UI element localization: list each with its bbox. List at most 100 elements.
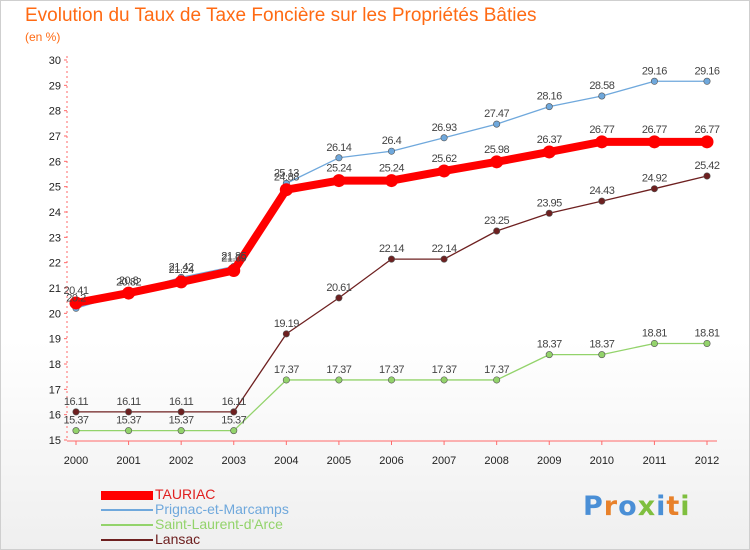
- legend-swatch: [101, 490, 153, 500]
- y-tick-label: 20: [49, 308, 61, 320]
- data-label-tauriac: 25.62: [432, 153, 457, 165]
- data-label-prignac-et-marcamps: 21.85: [221, 250, 246, 262]
- data-label-lansac: 25.42: [694, 160, 719, 172]
- x-tick-label: 2010: [590, 455, 614, 467]
- legend-swatch: [101, 509, 153, 512]
- data-point-lansac: [125, 408, 133, 416]
- data-point-tauriac: [542, 145, 556, 159]
- data-label-lansac: 22.14: [379, 243, 404, 255]
- y-tick-label: 23: [49, 232, 61, 244]
- data-label-saint-laurent-d-arce: 18.81: [694, 327, 719, 339]
- x-tick-label: 2001: [116, 455, 140, 467]
- unit-label: (en %): [25, 30, 61, 44]
- x-tick-label: 2008: [484, 455, 508, 467]
- data-label-saint-laurent-d-arce: 18.37: [589, 339, 614, 351]
- y-tick-label: 22: [49, 258, 61, 270]
- data-point-saint-laurent-d-arce: [125, 427, 133, 435]
- data-label-tauriac: 20.41: [63, 285, 88, 297]
- data-label-saint-laurent-d-arce: 17.37: [484, 364, 509, 376]
- data-label-lansac: 23.25: [484, 215, 509, 227]
- data-point-lansac: [230, 408, 238, 416]
- logo-letter: i: [680, 491, 691, 522]
- data-label-saint-laurent-d-arce: 15.37: [116, 415, 141, 427]
- data-label-prignac-et-marcamps: 27.47: [484, 108, 509, 120]
- data-point-saint-laurent-d-arce: [282, 376, 290, 384]
- data-point-lansac: [177, 408, 185, 416]
- data-point-prignac-et-marcamps: [493, 120, 501, 128]
- x-tick-label: 2004: [274, 455, 298, 467]
- data-label-lansac: 16.11: [64, 396, 89, 408]
- data-point-tauriac: [69, 296, 83, 310]
- y-tick-label: 17: [49, 384, 61, 396]
- data-label-saint-laurent-d-arce: 17.37: [432, 364, 457, 376]
- legend-item-tauriac: TAURIAC: [101, 487, 289, 502]
- data-label-tauriac: 26.77: [589, 124, 614, 136]
- data-label-lansac: 16.11: [116, 396, 141, 408]
- data-label-tauriac: 26.37: [537, 134, 562, 146]
- data-point-tauriac: [437, 164, 451, 178]
- y-tick-label: 27: [49, 131, 61, 143]
- data-label-tauriac: 26.77: [642, 124, 667, 136]
- data-point-tauriac: [227, 264, 241, 278]
- data-label-saint-laurent-d-arce: 18.37: [537, 339, 562, 351]
- x-tick-label: 2003: [222, 455, 246, 467]
- data-label-tauriac: 25.24: [326, 163, 351, 175]
- data-point-lansac: [703, 172, 711, 180]
- data-point-prignac-et-marcamps: [650, 77, 658, 85]
- data-label-lansac: 19.19: [274, 318, 299, 330]
- data-label-lansac: 20.61: [326, 282, 351, 294]
- logo-letter: r: [603, 491, 619, 522]
- data-label-tauriac: 25.98: [484, 144, 509, 156]
- legend-label: Lansac: [155, 531, 201, 547]
- data-label-prignac-et-marcamps: 20.2: [66, 292, 86, 304]
- data-point-tauriac: [279, 183, 293, 197]
- data-label-prignac-et-marcamps: 28.58: [589, 80, 614, 92]
- data-point-saint-laurent-d-arce: [72, 427, 80, 435]
- data-label-prignac-et-marcamps: 29.16: [642, 65, 667, 77]
- data-label-saint-laurent-d-arce: 15.37: [63, 415, 88, 427]
- data-point-saint-laurent-d-arce: [440, 376, 448, 384]
- data-label-saint-laurent-d-arce: 17.37: [274, 364, 299, 376]
- data-label-lansac: 16.11: [222, 396, 247, 408]
- data-label-tauriac: 24.88: [274, 172, 299, 184]
- data-point-tauriac: [647, 135, 661, 149]
- legend-item-lansac: Lansac: [101, 532, 289, 547]
- data-point-lansac: [493, 227, 501, 235]
- logo-letter: t: [666, 491, 681, 522]
- legend-label: Prignac-et-Marcamps: [155, 501, 289, 517]
- x-tick-label: 2009: [537, 455, 561, 467]
- data-point-prignac-et-marcamps: [335, 154, 343, 162]
- data-label-prignac-et-marcamps: 29.16: [694, 65, 719, 77]
- data-point-saint-laurent-d-arce: [335, 376, 343, 384]
- y-tick-label: 19: [49, 334, 61, 346]
- data-label-lansac: 22.14: [432, 243, 457, 255]
- data-point-prignac-et-marcamps: [703, 77, 711, 85]
- logo-letter: o: [618, 491, 638, 522]
- data-point-saint-laurent-d-arce: [177, 427, 185, 435]
- data-point-lansac: [598, 197, 606, 205]
- y-tick-label: 21: [49, 283, 61, 295]
- page-title: Evolution du Taux de Taxe Foncière sur l…: [25, 5, 537, 26]
- data-label-prignac-et-marcamps: 26.14: [326, 142, 351, 154]
- data-point-saint-laurent-d-arce: [703, 339, 711, 347]
- logo-letter: i: [656, 491, 667, 522]
- data-point-saint-laurent-d-arce: [598, 351, 606, 359]
- x-tick-label: 2002: [169, 455, 193, 467]
- y-tick-label: 18: [49, 359, 61, 371]
- data-point-lansac: [545, 209, 553, 217]
- data-point-lansac: [650, 185, 658, 193]
- legend-swatch: [101, 539, 153, 542]
- x-tick-label: 2012: [695, 455, 719, 467]
- data-point-lansac: [72, 408, 80, 416]
- data-label-tauriac: 25.24: [379, 163, 404, 175]
- logo-letter: P: [583, 491, 604, 522]
- legend-swatch: [101, 524, 153, 527]
- data-point-tauriac: [595, 135, 609, 149]
- data-point-saint-laurent-d-arce: [387, 376, 395, 384]
- data-point-lansac: [282, 330, 290, 338]
- legend-item-prignac-et-marcamps: Prignac-et-Marcamps: [101, 502, 289, 517]
- data-point-prignac-et-marcamps: [387, 147, 395, 155]
- logo-letter: x: [637, 491, 657, 522]
- data-label-prignac-et-marcamps: 28.16: [537, 91, 562, 103]
